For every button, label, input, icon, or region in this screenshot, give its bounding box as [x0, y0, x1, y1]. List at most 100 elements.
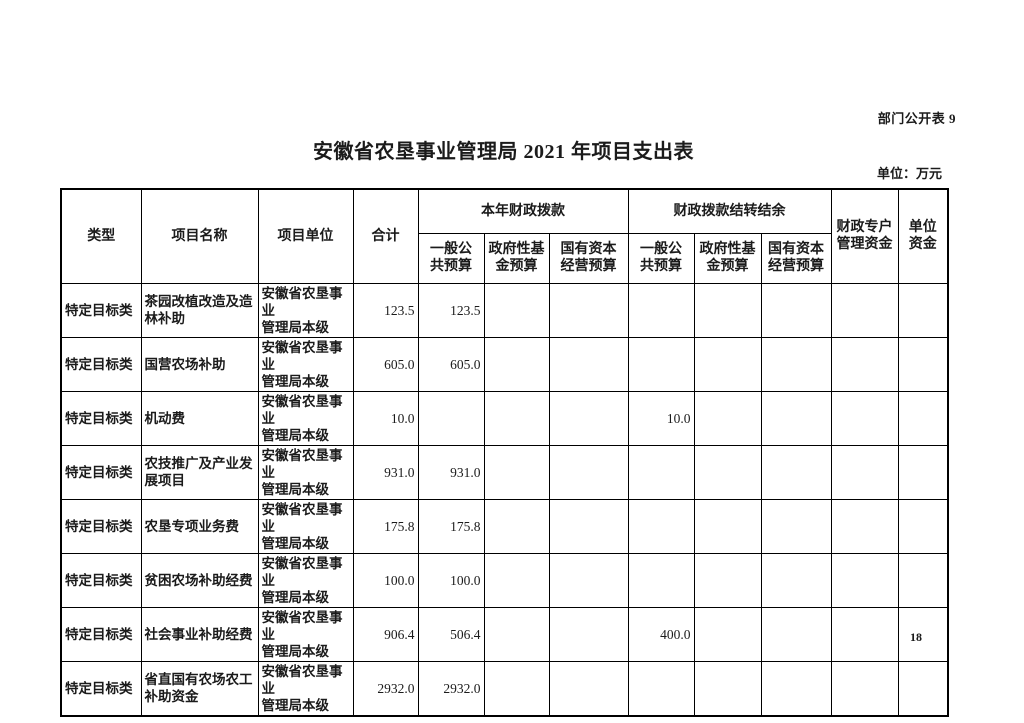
cell-project-unit: 安徽省农垦事业 管理局本级: [257, 444, 354, 500]
cell-current-gov-fund: [483, 282, 550, 338]
table-row: 特定目标类 农垦专项业务费 安徽省农垦事业 管理局本级 175.8 175.8: [60, 498, 949, 554]
group-header-current-appropriation: 本年财政拨款: [417, 188, 629, 234]
cell-carryover-state-capital: [760, 390, 832, 446]
cell-carryover-general: 400.0: [627, 606, 695, 662]
cell-current-gov-fund: [483, 660, 550, 716]
cell-type: 特定目标类: [60, 336, 142, 392]
table-row: 特定目标类 贫困农场补助经费 安徽省农垦事业 管理局本级 100.0 100.0: [60, 552, 949, 608]
cell-carryover-general: 10.0: [627, 390, 695, 446]
cell-current-general: 123.5: [417, 282, 485, 338]
cell-carryover-state-capital: [760, 498, 832, 554]
col-header-project-unit: 项目单位: [257, 188, 354, 284]
cell-type: 特定目标类: [60, 660, 142, 716]
table-row: 特定目标类 农技推广及产业发 展项目 安徽省农垦事业 管理局本级 931.0 9…: [60, 444, 949, 500]
doc-label: 部门公开表 9: [877, 111, 956, 126]
cell-project-unit: 安徽省农垦事业 管理局本级: [257, 552, 354, 608]
group-header-carryover: 财政拨款结转结余: [627, 188, 832, 234]
cell-current-general: 506.4: [417, 606, 485, 662]
cell-project-unit: 安徽省农垦事业 管理局本级: [257, 390, 354, 446]
cell-project-name: 省直国有农场农工 补助资金: [140, 660, 259, 716]
subcol-current-state-capital-budget: 国有资本 经营预算: [548, 232, 629, 284]
cell-current-gov-fund: [483, 336, 550, 392]
subcol-carryover-gov-fund-budget: 政府性基 金预算: [693, 232, 762, 284]
cell-fiscal-account: [830, 606, 899, 662]
cell-current-state-capital: [548, 336, 629, 392]
cell-fiscal-account: [830, 444, 899, 500]
cell-carryover-gov-fund: [693, 444, 762, 500]
cell-current-gov-fund: [483, 498, 550, 554]
cell-current-general: 931.0: [417, 444, 485, 500]
header-row-subcolumns: 一般公 共预算 政府性基 金预算 国有资本 经营预算 一般公 共预算 政府性基 …: [61, 232, 948, 284]
cell-type: 特定目标类: [60, 606, 142, 662]
cell-carryover-state-capital: [760, 282, 832, 338]
cell-unit-funds: [897, 390, 949, 446]
table-row: 特定目标类 茶园改植改造及造 林补助 安徽省农垦事业 管理局本级 123.5 1…: [60, 282, 949, 338]
col-header-unit-funds: 单位 资金: [897, 188, 949, 284]
col-header-project-name: 项目名称: [140, 188, 259, 284]
cell-project-name: 社会事业补助经费: [140, 606, 259, 662]
cell-carryover-state-capital: [760, 444, 832, 500]
cell-current-general: 175.8: [417, 498, 485, 554]
cell-carryover-gov-fund: [693, 498, 762, 554]
table-body: 特定目标类 茶园改植改造及造 林补助 安徽省农垦事业 管理局本级 123.5 1…: [60, 282, 949, 716]
unit-note: 单位：万元: [876, 166, 942, 181]
table-row: 特定目标类 机动费 安徽省农垦事业 管理局本级 10.0 10.0: [60, 390, 949, 446]
subcol-current-gov-fund-budget: 政府性基 金预算: [483, 232, 550, 284]
cell-total: 931.0: [352, 444, 419, 500]
cell-current-gov-fund: [483, 606, 550, 662]
cell-project-unit: 安徽省农垦事业 管理局本级: [257, 336, 354, 392]
cell-current-general: [417, 390, 485, 446]
cell-project-unit: 安徽省农垦事业 管理局本级: [257, 606, 354, 662]
cell-total: 906.4: [352, 606, 419, 662]
cell-fiscal-account: [830, 390, 899, 446]
cell-project-name: 农技推广及产业发 展项目: [140, 444, 259, 500]
expenditure-table: 类型 项目名称 项目单位 合计 本年财政拨款 财政拨款结转结余 财政专户 管理资…: [60, 188, 950, 717]
cell-unit-funds: [897, 444, 949, 500]
cell-carryover-gov-fund: [693, 390, 762, 446]
cell-type: 特定目标类: [60, 444, 142, 500]
cell-total: 605.0: [352, 336, 419, 392]
table-row: 特定目标类 社会事业补助经费 安徽省农垦事业 管理局本级 906.4 506.4…: [60, 606, 949, 662]
cell-type: 特定目标类: [60, 282, 142, 338]
cell-project-name: 国营农场补助: [140, 336, 259, 392]
table-row: 特定目标类 国营农场补助 安徽省农垦事业 管理局本级 605.0 605.0: [60, 336, 949, 392]
cell-carryover-general: [627, 444, 695, 500]
subcol-current-general-budget: 一般公 共预算: [417, 232, 485, 284]
cell-project-name: 茶园改植改造及造 林补助: [140, 282, 259, 338]
cell-fiscal-account: [830, 660, 899, 716]
cell-fiscal-account: [830, 498, 899, 554]
cell-current-state-capital: [548, 444, 629, 500]
cell-carryover-gov-fund: [693, 336, 762, 392]
cell-carryover-gov-fund: [693, 552, 762, 608]
cell-carryover-general: [627, 552, 695, 608]
cell-carryover-general: [627, 336, 695, 392]
cell-unit-funds: [897, 660, 949, 716]
cell-total: 175.8: [352, 498, 419, 554]
cell-current-general: 2932.0: [417, 660, 485, 716]
subcol-carryover-general-budget: 一般公 共预算: [627, 232, 695, 284]
subcol-carryover-state-capital-budget: 国有资本 经营预算: [760, 232, 832, 284]
page-title: 安徽省农垦事业管理局 2021 年项目支出表: [313, 141, 694, 163]
cell-current-state-capital: [548, 498, 629, 554]
cell-fiscal-account: [830, 336, 899, 392]
cell-carryover-gov-fund: [693, 660, 762, 716]
cell-carryover-gov-fund: [693, 282, 762, 338]
cell-total: 2932.0: [352, 660, 419, 716]
cell-type: 特定目标类: [60, 390, 142, 446]
cell-unit-funds: [897, 498, 949, 554]
cell-carryover-general: [627, 498, 695, 554]
cell-current-gov-fund: [483, 552, 550, 608]
cell-current-state-capital: [548, 390, 629, 446]
cell-current-state-capital: [548, 282, 629, 338]
col-header-type: 类型: [60, 188, 142, 284]
cell-project-name: 农垦专项业务费: [140, 498, 259, 554]
cell-carryover-state-capital: [760, 606, 832, 662]
cell-carryover-general: [627, 660, 695, 716]
col-header-total: 合计: [352, 188, 419, 284]
cell-carryover-state-capital: [760, 552, 832, 608]
cell-current-gov-fund: [483, 444, 550, 500]
cell-project-unit: 安徽省农垦事业 管理局本级: [257, 282, 354, 338]
col-header-fiscal-account: 财政专户 管理资金: [830, 188, 899, 284]
cell-current-general: 605.0: [417, 336, 485, 392]
